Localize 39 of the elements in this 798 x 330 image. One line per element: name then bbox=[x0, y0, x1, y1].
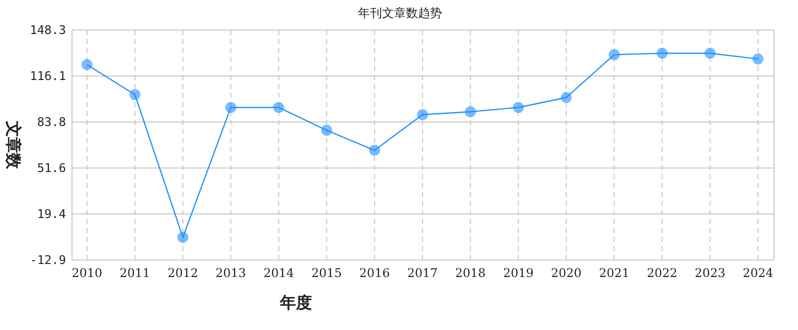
x-tick-label: 2020 bbox=[551, 266, 582, 280]
x-tick-label: 2012 bbox=[168, 266, 198, 280]
x-tick-label: 2022 bbox=[646, 266, 678, 280]
y-axis-title: 文章数 bbox=[4, 120, 23, 170]
x-tick-label: 2023 bbox=[694, 266, 726, 280]
point bbox=[177, 232, 188, 243]
x-tick-label: 2015 bbox=[311, 266, 342, 280]
x-tick-label: 2018 bbox=[455, 266, 486, 280]
point bbox=[225, 102, 236, 113]
x-tick-label: 2017 bbox=[407, 266, 438, 280]
point bbox=[608, 49, 620, 60]
point bbox=[369, 144, 380, 156]
x-tick-label: 2019 bbox=[503, 266, 534, 280]
point bbox=[273, 102, 284, 113]
point bbox=[417, 109, 428, 120]
y-tick-label: -12.9 bbox=[30, 253, 66, 267]
x-tick-label: 2024 bbox=[742, 266, 774, 280]
x-tick-label: 2016 bbox=[359, 266, 390, 280]
point bbox=[82, 59, 92, 70]
point bbox=[560, 92, 572, 103]
y-tick-label: 51.6 bbox=[37, 160, 66, 175]
x-tick-label: 2014 bbox=[263, 266, 294, 280]
x-axis-title: 年度 bbox=[279, 293, 312, 312]
x-tick-label: 2021 bbox=[598, 266, 630, 280]
point bbox=[464, 106, 476, 118]
x-tick-label: 2011 bbox=[120, 266, 150, 280]
point bbox=[656, 48, 668, 59]
x-tick-label: 2010 bbox=[72, 266, 102, 280]
x-tick-label: 2013 bbox=[216, 266, 246, 280]
chart-title: 年刊文章数趋势 bbox=[358, 6, 442, 20]
y-tick-label: 19.4 bbox=[37, 206, 66, 221]
y-tick-label: 116.1 bbox=[30, 68, 66, 83]
point bbox=[129, 89, 140, 100]
y-tick-label: 83.8 bbox=[37, 115, 66, 130]
point bbox=[321, 124, 332, 136]
y-tick-label: 148.3 bbox=[30, 23, 66, 37]
point bbox=[704, 48, 716, 59]
point bbox=[512, 102, 524, 113]
point bbox=[752, 53, 764, 64]
